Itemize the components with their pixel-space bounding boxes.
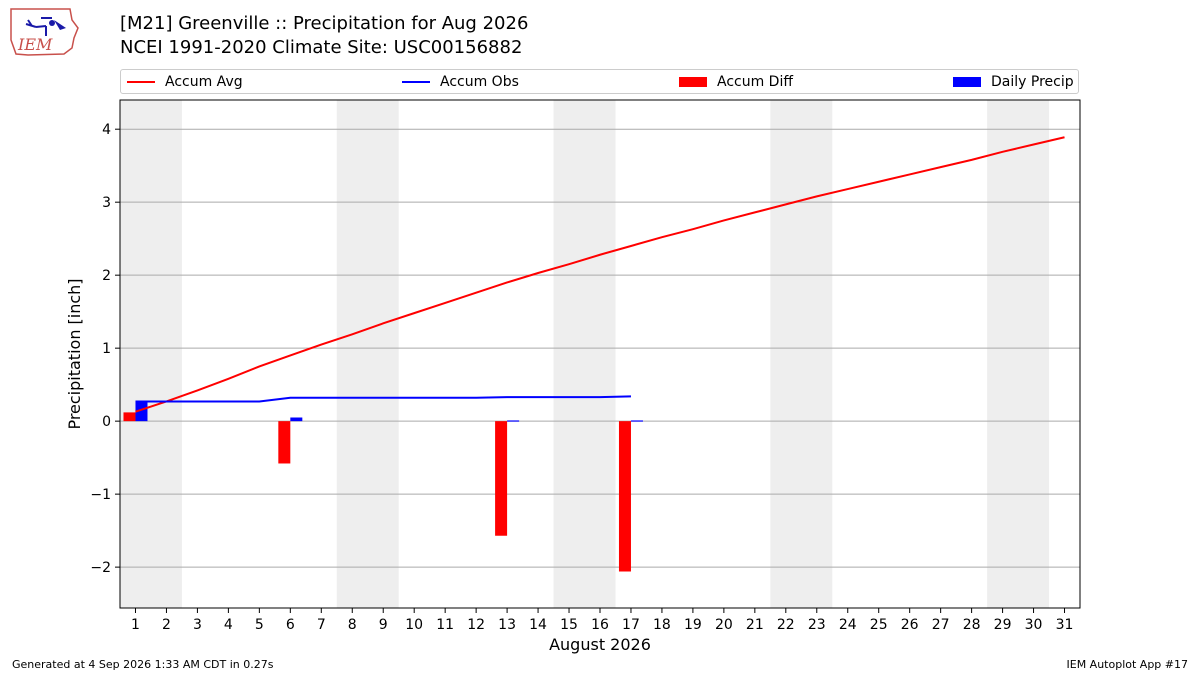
x-tick-label: 6 [286, 617, 295, 633]
x-tick-label: 19 [684, 617, 702, 633]
x-tick-label: 3 [193, 617, 202, 633]
y-tick-label: 1 [102, 341, 111, 357]
accum-obs-line [135, 395, 631, 403]
y-tick-label: 0 [102, 414, 111, 430]
legend-swatch-accum-obs [402, 80, 430, 83]
x-tick-label: 16 [591, 617, 609, 633]
legend-item-accum-avg: Accum Avg [127, 70, 243, 93]
x-tick-label: 29 [994, 617, 1012, 633]
daily-precip-bar [290, 417, 303, 422]
accum-avg-line [135, 136, 1065, 413]
iem-logo: IEM [8, 6, 80, 58]
y-tick-label: 4 [102, 122, 111, 138]
x-tick-label: 14 [529, 617, 547, 633]
legend-swatch-accum-avg [127, 80, 155, 83]
accum-diff-bar [278, 421, 291, 464]
legend-swatch-daily-precip [953, 76, 981, 87]
weekend-shade-band [336, 100, 399, 608]
x-tick-label: 12 [467, 617, 485, 633]
x-tick-label: 15 [560, 617, 578, 633]
x-tick-label: 7 [317, 617, 326, 633]
y-tick-label: 2 [102, 268, 111, 284]
legend-swatch-accum-diff [679, 76, 707, 87]
x-tick-label: 11 [436, 617, 454, 633]
x-tick-label: 8 [348, 617, 357, 633]
x-tick-label: 5 [255, 617, 264, 633]
chart-subtitle: NCEI 1991-2020 Climate Site: USC00156882 [120, 37, 523, 58]
x-tick-label: 24 [839, 617, 857, 633]
legend-label-accum-obs: Accum Obs [440, 73, 519, 90]
x-tick-label: 25 [870, 617, 888, 633]
x-tick-label: 26 [901, 617, 919, 633]
x-tick-label: 28 [963, 617, 981, 633]
daily-precip-bar [630, 420, 643, 422]
x-tick-label: 1 [131, 617, 140, 633]
x-tick-label: 20 [715, 617, 733, 633]
weekend-shade-band [987, 100, 1050, 608]
x-tick-label: 17 [622, 617, 640, 633]
weekend-shade-band [553, 100, 616, 608]
legend-item-accum-diff: Accum Diff [679, 70, 793, 93]
x-tick-label: 4 [224, 617, 233, 633]
x-tick-label: 30 [1025, 617, 1043, 633]
x-tick-label: 23 [808, 617, 826, 633]
legend-label-accum-diff: Accum Diff [717, 73, 794, 90]
accum-diff-bar [618, 421, 631, 572]
generated-timestamp: Generated at 4 Sep 2026 1:33 AM CDT in 0… [12, 658, 274, 671]
y-tick-label: −1 [90, 487, 111, 503]
iem-logo-graphic: IEM [10, 8, 79, 56]
x-tick-label: 13 [498, 617, 516, 633]
x-tick-label: 2 [162, 617, 171, 633]
accum-diff-bar [495, 421, 508, 536]
x-tick-label: 22 [777, 617, 795, 633]
x-axis-label: August 2026 [549, 635, 651, 654]
y-tick-label: −2 [90, 560, 111, 576]
app-credit: IEM Autoplot App #17 [1066, 658, 1189, 671]
weekend-shade-band [120, 100, 182, 608]
y-tick-label: 3 [102, 195, 111, 211]
chart-title: [M21] Greenville :: Precipitation for Au… [120, 13, 529, 34]
chart-legend: Accum Avg Accum Obs Accum Diff Daily Pre… [120, 69, 1079, 94]
legend-label-accum-avg: Accum Avg [165, 73, 243, 90]
accum-diff-bar [123, 412, 136, 422]
x-tick-label: 9 [379, 617, 388, 633]
x-tick-label: 27 [932, 617, 950, 633]
legend-label-daily-precip: Daily Precip [991, 73, 1074, 90]
x-tick-label: 21 [746, 617, 764, 633]
daily-precip-bar [507, 420, 520, 422]
daily-precip-bar [135, 401, 148, 422]
legend-item-accum-obs: Accum Obs [402, 70, 519, 93]
y-axis-label: Precipitation [inch] [65, 278, 84, 429]
legend-item-daily-precip: Daily Precip [953, 70, 1074, 93]
svg-text:IEM: IEM [17, 35, 53, 54]
x-tick-label: 31 [1056, 617, 1074, 633]
x-tick-label: 18 [653, 617, 671, 633]
weekend-shade-band [770, 100, 833, 608]
x-tick-label: 10 [405, 617, 423, 633]
